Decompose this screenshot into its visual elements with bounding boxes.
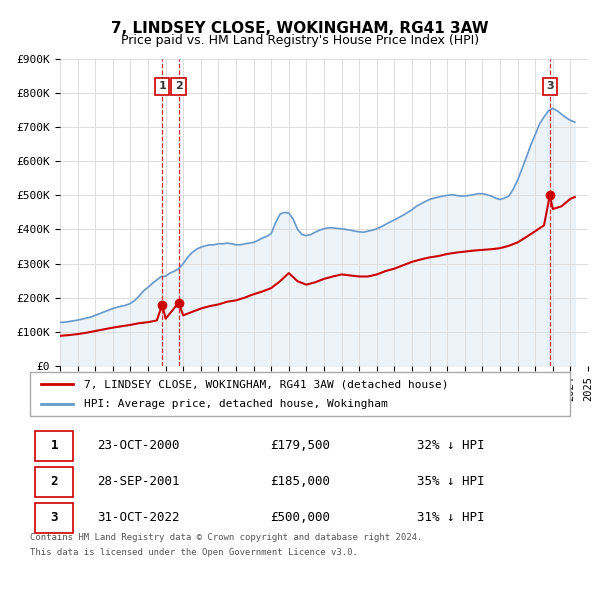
FancyBboxPatch shape (35, 503, 73, 533)
Text: 28-SEP-2001: 28-SEP-2001 (97, 476, 179, 489)
Text: 1: 1 (158, 81, 166, 91)
Text: £185,000: £185,000 (270, 476, 330, 489)
Bar (161, 59, 163, 366)
Text: 2: 2 (175, 81, 182, 91)
Text: 7, LINDSEY CLOSE, WOKINGHAM, RG41 3AW: 7, LINDSEY CLOSE, WOKINGHAM, RG41 3AW (111, 21, 489, 35)
FancyBboxPatch shape (35, 467, 73, 497)
Text: 31% ↓ HPI: 31% ↓ HPI (418, 512, 485, 525)
Text: 7, LINDSEY CLOSE, WOKINGHAM, RG41 3AW (detached house): 7, LINDSEY CLOSE, WOKINGHAM, RG41 3AW (d… (84, 379, 449, 389)
Text: 32% ↓ HPI: 32% ↓ HPI (418, 440, 485, 453)
Text: 35% ↓ HPI: 35% ↓ HPI (418, 476, 485, 489)
Text: 23-OCT-2000: 23-OCT-2000 (97, 440, 179, 453)
Text: £500,000: £500,000 (270, 512, 330, 525)
Text: Contains HM Land Registry data © Crown copyright and database right 2024.: Contains HM Land Registry data © Crown c… (30, 533, 422, 542)
Bar (178, 59, 179, 366)
Text: 1: 1 (50, 440, 58, 453)
Text: HPI: Average price, detached house, Wokingham: HPI: Average price, detached house, Woki… (84, 399, 388, 408)
FancyBboxPatch shape (35, 431, 73, 461)
Bar (547, 59, 553, 366)
Text: £179,500: £179,500 (270, 440, 330, 453)
Text: 2: 2 (50, 476, 58, 489)
Text: 3: 3 (50, 512, 58, 525)
Text: Price paid vs. HM Land Registry's House Price Index (HPI): Price paid vs. HM Land Registry's House … (121, 34, 479, 47)
Text: This data is licensed under the Open Government Licence v3.0.: This data is licensed under the Open Gov… (30, 548, 358, 556)
Text: 31-OCT-2022: 31-OCT-2022 (97, 512, 179, 525)
FancyBboxPatch shape (30, 372, 570, 416)
Text: 3: 3 (546, 81, 554, 91)
